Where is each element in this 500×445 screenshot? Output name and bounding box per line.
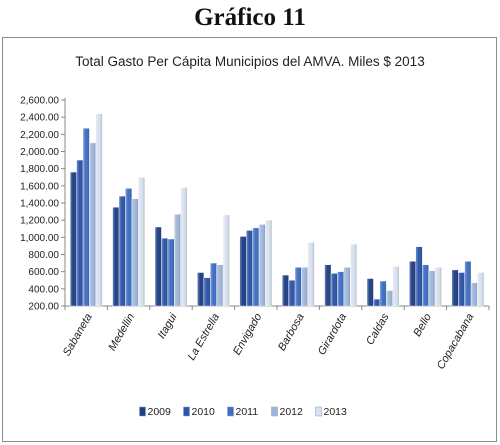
bar-shade <box>367 278 374 306</box>
bar-shade <box>239 236 247 306</box>
y-tick-label: 800.00 <box>28 250 59 261</box>
bar-shade <box>471 282 478 306</box>
legend-swatch <box>315 406 322 417</box>
bar-shade <box>428 270 435 306</box>
bar-shade <box>125 188 132 306</box>
bar-shade <box>288 280 295 306</box>
category-labels: Sabaneta Medellin Itagui La Estrella Envigad… <box>61 311 477 372</box>
bar-shade <box>89 142 96 306</box>
y-tick-label: 2,400.00 <box>20 113 59 124</box>
category-label: Medellin <box>106 312 137 353</box>
chart-axes: 200.00 400.00 600.00 800.00 1,000.00 1,200.00… <box>20 96 490 313</box>
bar-shade <box>373 299 380 306</box>
bar-shade <box>458 272 465 306</box>
y-tick-label: 400.00 <box>28 284 59 295</box>
bar-shade <box>197 272 204 306</box>
figure-heading: Gráfico 11 <box>194 4 306 31</box>
category-label: La Estrella <box>186 312 222 363</box>
y-tick-label: 1,800.00 <box>20 164 59 175</box>
bar-shade <box>337 271 344 306</box>
legend-label: 2009 <box>148 406 172 418</box>
bar-shade <box>415 246 423 306</box>
y-tick-label: 600.00 <box>28 267 59 278</box>
bar-shade <box>422 264 429 306</box>
bar-shade <box>386 290 393 306</box>
bar-shade <box>379 281 387 306</box>
category-label: Caldas <box>364 311 392 347</box>
bar-shade <box>210 263 217 306</box>
bar-shade <box>392 266 399 306</box>
bar-chart: Total Gasto Per Cápita Municipios del AM… <box>20 54 490 418</box>
legend-label: 2013 <box>324 406 348 418</box>
bar-shade <box>324 264 331 306</box>
chart-frame: Total Gasto Per Cápita Municipios del AM… <box>2 37 497 442</box>
category-label: Bello <box>411 312 434 339</box>
legend-item-2012: 2012 <box>271 406 304 418</box>
bar-shade <box>180 187 187 306</box>
y-tick-label: 2,600.00 <box>20 96 59 107</box>
y-tick-label: 2,000.00 <box>20 147 59 158</box>
bar-shade <box>282 275 289 306</box>
legend-label: 2011 <box>236 406 259 418</box>
bar-shade <box>83 128 90 306</box>
chart-legend: 2009 2010 2011 2012 2013 <box>139 406 348 418</box>
legend-swatch <box>139 406 146 417</box>
bar-shade <box>223 215 230 306</box>
bar-shade <box>477 272 484 306</box>
bar-shade <box>138 177 145 306</box>
legend-swatch <box>183 406 190 417</box>
legend-label: 2010 <box>192 406 216 418</box>
bar-shade <box>131 198 139 306</box>
bar-shade <box>259 224 266 306</box>
bar-shade <box>174 214 181 306</box>
bar-shade <box>307 242 315 306</box>
legend-swatch <box>227 406 234 417</box>
bar-shade <box>435 267 442 306</box>
y-tick-label: 1,200.00 <box>20 216 59 227</box>
bar-shade <box>119 196 126 306</box>
category-label: Copacabana <box>435 312 477 372</box>
category-label: Itagui <box>156 311 180 341</box>
bar-shade <box>464 261 471 306</box>
bar-shade <box>246 230 253 306</box>
bar-shade <box>216 264 223 306</box>
legend-item-2009: 2009 <box>139 406 172 418</box>
y-tick-label: 1,600.00 <box>20 181 59 192</box>
bar-shade <box>301 267 308 306</box>
category-label: Girardota <box>316 312 349 358</box>
category-label: Envigado <box>231 312 264 358</box>
bar-shade <box>155 227 162 306</box>
y-tick-label: 1,000.00 <box>20 233 59 244</box>
legend-swatch <box>271 406 278 417</box>
bar-shade <box>70 172 77 306</box>
bar-shade <box>350 244 357 306</box>
bar-shade <box>451 269 459 306</box>
chart-bars <box>69 113 484 307</box>
bar-shade <box>95 113 103 306</box>
bar-shade <box>252 227 259 306</box>
y-tick-label: 200.00 <box>28 302 59 313</box>
bar-shade <box>295 267 302 306</box>
bar-shade <box>343 267 351 306</box>
legend-item-2010: 2010 <box>183 406 216 418</box>
bar-shade <box>161 238 168 306</box>
category-label: Sabaneta <box>61 312 95 359</box>
bar-shade <box>76 160 83 306</box>
y-tick-label: 1,400.00 <box>20 199 59 210</box>
legend-item-2013: 2013 <box>315 406 348 418</box>
bar-shade <box>331 273 338 306</box>
legend-item-2011: 2011 <box>227 406 259 418</box>
bar-shade <box>167 239 175 306</box>
bar-shade <box>203 277 211 306</box>
bar-shade <box>409 261 416 306</box>
bar-shade <box>112 207 119 306</box>
y-tick-label: 2,200.00 <box>20 130 59 141</box>
legend-label: 2012 <box>280 406 304 418</box>
bar-shade <box>265 220 272 306</box>
chart-title: Total Gasto Per Cápita Municipios del AM… <box>75 54 424 69</box>
category-label: Barbosa <box>276 312 307 353</box>
